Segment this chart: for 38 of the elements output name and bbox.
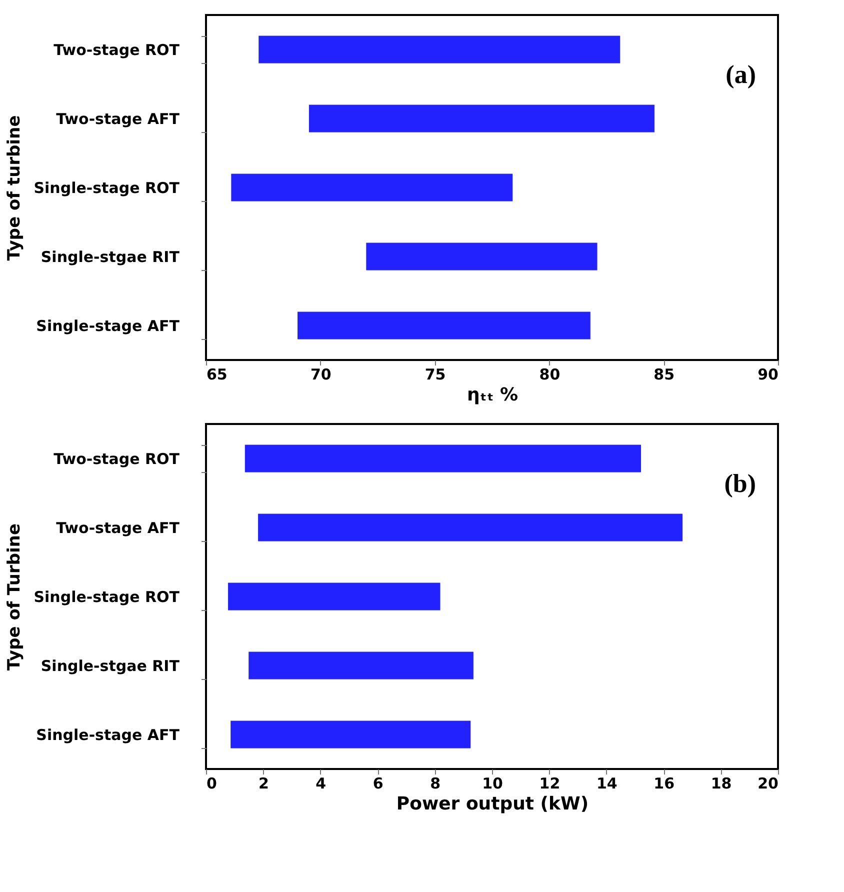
x-tick-label: 70 bbox=[310, 366, 332, 384]
x-axis-title: Power output (kW) bbox=[396, 794, 589, 814]
x-tick-label: 6 bbox=[372, 774, 384, 792]
x-tick-label: 14 bbox=[596, 774, 618, 792]
x-axis-title: ηₜₜ % bbox=[466, 384, 518, 406]
x-tick-label: 80 bbox=[539, 366, 560, 384]
y-axis-title: Type of Turbine bbox=[4, 523, 25, 671]
y-tick-label: Single-stage AFT bbox=[36, 317, 180, 335]
x-tick-label: 0 bbox=[206, 774, 217, 792]
bar bbox=[248, 652, 474, 680]
x-tick-label: 4 bbox=[316, 774, 326, 792]
annotation: (b) bbox=[724, 469, 756, 498]
y-axis-title: Type of turbine bbox=[4, 115, 25, 261]
x-tick-label: 20 bbox=[758, 774, 778, 792]
x-tick-label: 2 bbox=[258, 774, 269, 792]
y-tick-label: Two-stage ROT bbox=[54, 450, 180, 468]
bar bbox=[228, 582, 440, 610]
x-tick-label: 12 bbox=[539, 774, 560, 792]
bar bbox=[244, 444, 642, 472]
y-tick-label: Single-stage ROT bbox=[34, 588, 180, 606]
x-tick-label: 85 bbox=[654, 366, 675, 384]
bar bbox=[258, 514, 682, 542]
x-tick-label: 16 bbox=[654, 774, 675, 792]
y-tick-label: Two-stage AFT bbox=[56, 519, 180, 537]
x-tick-label: 8 bbox=[430, 774, 441, 792]
x-tick-label: 75 bbox=[424, 366, 446, 384]
y-tick-label: Two-stage AFT bbox=[56, 110, 180, 128]
y-tick-label: Single-stgae RIT bbox=[40, 248, 180, 266]
y-tick-label: Single-stgae RIT bbox=[40, 657, 180, 675]
y-tick-label: Single-stage AFT bbox=[36, 726, 180, 744]
y-tick-label: Single-stage ROT bbox=[34, 179, 180, 197]
x-tick-label: 18 bbox=[710, 774, 732, 792]
x-tick-label: 65 bbox=[206, 366, 228, 384]
x-tick-label: 10 bbox=[482, 774, 503, 792]
y-tick-label: Two-stage ROT bbox=[54, 41, 180, 59]
bar bbox=[230, 720, 471, 748]
annotation: (a) bbox=[726, 60, 756, 89]
x-tick-label: 90 bbox=[758, 366, 778, 384]
